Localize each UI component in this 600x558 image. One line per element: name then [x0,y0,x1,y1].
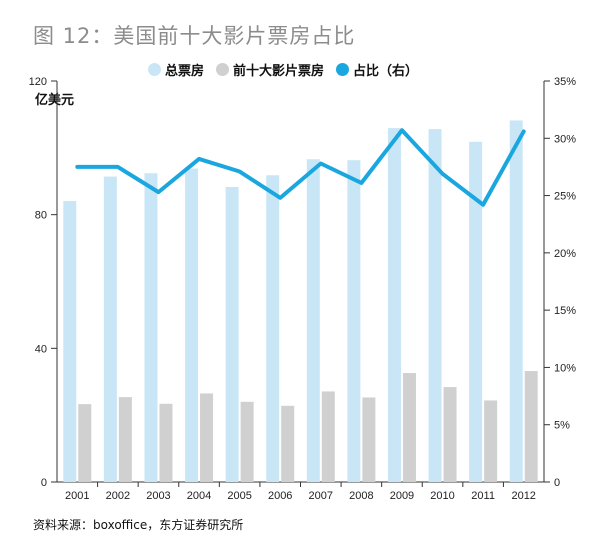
x-tick-label: 2004 [187,490,211,502]
x-tick-label: 2006 [268,490,292,502]
y-right-tick-label: 25% [554,191,576,203]
x-tick-label: 2001 [65,490,89,502]
legend-swatch-top10 [216,63,230,76]
x-tick-label: 2002 [106,490,130,502]
bar-total [387,128,401,482]
y-right-tick-label: 30% [554,133,576,145]
x-tick-label: 2008 [349,490,373,502]
legend-item-top10: 前十大影片票房 [216,60,324,79]
bar-top10 [159,403,173,482]
x-tick-label: 2010 [430,490,454,502]
legend-label-share: 占比（右） [353,64,419,79]
y-right-tick-label: 0 [554,477,560,489]
legend-swatch-total [148,63,161,76]
left-axis-unit: 亿美元 [35,93,75,108]
legend-item-total: 总票房 [148,60,204,79]
x-tick-label: 2009 [390,490,414,502]
x-tick-label: 2012 [511,490,535,502]
bar-total [347,160,361,482]
bar-total [509,120,523,482]
x-tick-label: 2003 [146,490,170,502]
bar-total [428,129,442,482]
bar-top10 [281,405,295,482]
y-left-tick-label: 80 [35,210,47,222]
chart-title: 图 12：美国前十大影片票房占比 [33,24,356,48]
y-right-tick-label: 15% [554,305,576,317]
legend-label-top10: 前十大影片票房 [233,64,325,79]
source-note: 资料来源：boxoffice，东方证券研究所 [33,518,244,532]
x-tick-label: 2007 [309,490,333,502]
bar-total [306,159,320,482]
bar-top10 [402,373,416,482]
y-left-tick-label: 120 [29,76,47,88]
chart-legend: 总票房 前十大影片票房 占比（右） [148,60,430,79]
bar-total [63,200,77,483]
y-right-tick-label: 20% [554,248,576,260]
bar-top10 [321,391,335,482]
x-tick-label: 2011 [471,490,495,502]
bar-total [144,173,158,483]
bar-top10 [524,371,538,482]
bar-total [185,168,199,482]
bar-total [266,175,280,483]
x-tick-label: 2005 [227,490,251,502]
bar-total [225,186,239,482]
legend-swatch-share [336,63,350,76]
y-right-tick-label: 10% [554,362,576,374]
y-left-tick-label: 40 [35,343,47,355]
bar-top10 [484,400,498,482]
y-right-tick-label: 35% [554,76,576,88]
bar-top10 [78,404,92,482]
y-left-tick-label: 0 [41,477,47,489]
bar-top10 [362,397,376,482]
bar-top10 [200,393,214,482]
bar-top10 [240,401,254,482]
bar-total [103,176,117,483]
legend-label-total: 总票房 [165,64,205,79]
share-line [75,128,526,207]
legend-item-share: 占比（右） [336,60,418,79]
bar-top10 [118,397,132,482]
bar-top10 [443,387,457,482]
y-right-tick-label: 5% [554,420,570,432]
bar-total [469,141,483,482]
